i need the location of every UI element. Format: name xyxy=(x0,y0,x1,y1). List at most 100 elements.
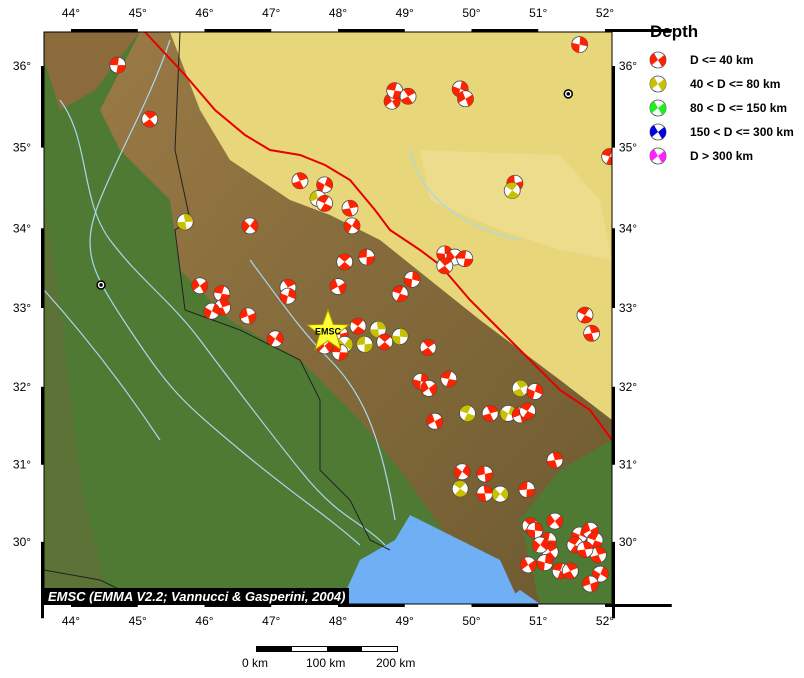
compression-quadrant xyxy=(241,219,258,233)
frame-ticks xyxy=(41,29,672,619)
lat-label-right: 32° xyxy=(619,380,637,394)
focal-mechanism xyxy=(456,250,474,268)
epicenter-label: EMSC xyxy=(315,327,342,337)
compression-quadrant xyxy=(590,546,607,563)
station-dot xyxy=(566,92,571,96)
persian-gulf xyxy=(340,515,520,604)
focal-mechanism xyxy=(518,481,536,498)
focal-mechanism xyxy=(399,87,417,105)
lon-label-bottom: 47° xyxy=(262,614,280,628)
focal-mechanism xyxy=(526,521,544,539)
lon-label-top: 51° xyxy=(529,6,547,20)
focal-mechanism xyxy=(591,565,609,583)
compression-quadrant xyxy=(592,566,609,582)
compression-quadrant xyxy=(420,381,437,396)
lat-label-right: 36° xyxy=(619,59,637,73)
focal-mechanism xyxy=(581,575,599,593)
frame-tick xyxy=(338,29,405,32)
compression-quadrant xyxy=(452,81,469,97)
legend-beachball xyxy=(649,147,667,165)
river-west xyxy=(44,289,161,441)
compression-quadrant xyxy=(203,303,220,319)
focal-mechanism xyxy=(459,404,476,422)
compression-quadrant xyxy=(412,373,429,390)
focal-mechanism xyxy=(203,302,221,320)
compression-quadrant xyxy=(520,403,535,420)
focal-mechanism xyxy=(451,480,469,498)
frame-tick xyxy=(605,29,672,32)
lat-label-left: 34° xyxy=(13,221,31,235)
lat-label-left: 33° xyxy=(13,301,31,315)
focal-mechanism xyxy=(349,317,367,335)
focal-mechanism xyxy=(316,176,334,194)
frame-tick xyxy=(71,604,138,607)
compression-quadrant xyxy=(453,480,467,497)
lon-label-top: 46° xyxy=(195,6,213,20)
focal-mechanism xyxy=(336,253,354,271)
legend-beachball-icon xyxy=(649,147,667,165)
lon-label-top: 49° xyxy=(396,6,414,20)
compression-quadrant xyxy=(392,328,409,345)
frame-tick xyxy=(41,386,44,465)
focal-mechanism xyxy=(519,402,536,420)
lon-label-top: 48° xyxy=(329,6,347,20)
compression-quadrant xyxy=(650,125,666,139)
focal-mechanism xyxy=(476,465,494,483)
compression-quadrant xyxy=(536,554,553,571)
lon-label-top: 50° xyxy=(462,6,480,20)
scale-bar xyxy=(256,646,398,652)
frame-tick xyxy=(612,386,615,465)
compression-quadrant xyxy=(650,53,666,67)
compression-quadrant xyxy=(571,36,588,53)
compression-quadrant xyxy=(518,481,535,498)
lon-label-top: 52° xyxy=(596,6,614,20)
lon-label-top: 47° xyxy=(262,6,280,20)
compression-quadrant xyxy=(239,308,256,324)
lat-label-right: 33° xyxy=(619,301,637,315)
focal-mechanism xyxy=(356,335,374,353)
frame-tick xyxy=(605,604,672,607)
compression-quadrant xyxy=(601,148,612,165)
credit-label: EMSC (EMMA V2.2; Vannucci & Gasperini, 2… xyxy=(44,588,350,605)
mountain-nw xyxy=(44,32,140,110)
lon-label-top: 45° xyxy=(129,6,147,20)
focal-mechanism xyxy=(291,172,309,190)
focal-mechanism xyxy=(546,451,564,469)
compression-quadrant xyxy=(650,101,666,115)
compression-quadrant xyxy=(370,321,387,338)
river-plateau xyxy=(409,149,521,241)
focal-mechanism xyxy=(531,536,549,554)
focal-mechanism xyxy=(571,36,589,54)
legend-title: Depth xyxy=(650,22,699,41)
focal-mechanism xyxy=(391,285,409,303)
main-fault-line xyxy=(144,32,612,441)
focal-mechanism xyxy=(583,324,601,342)
lon-label-bottom: 50° xyxy=(462,614,480,628)
compression-quadrant xyxy=(457,91,474,107)
frame-tick xyxy=(612,228,615,308)
compression-quadrant xyxy=(476,466,493,483)
compression-quadrant xyxy=(456,250,473,267)
lat-label-right: 35° xyxy=(619,141,637,155)
focal-mechanism xyxy=(331,343,349,361)
legend-beachball-icon xyxy=(649,123,667,141)
lat-label-right: 34° xyxy=(619,221,637,235)
focal-mechanism xyxy=(476,484,494,502)
lon-label-bottom: 48° xyxy=(329,614,347,628)
scale-label-200: 200 km xyxy=(376,656,416,670)
compression-quadrant xyxy=(532,538,549,552)
compression-quadrant xyxy=(421,339,435,356)
focal-mechanism xyxy=(403,271,421,288)
frame-tick xyxy=(41,228,44,308)
focal-mechanism xyxy=(343,217,361,235)
focal-mechanism xyxy=(279,287,297,305)
focal-mechanism xyxy=(419,339,437,356)
compression-quadrant xyxy=(317,195,332,212)
focal-mechanism xyxy=(436,257,454,275)
compression-quadrant xyxy=(459,405,476,422)
frame-tick xyxy=(471,29,539,32)
frame-tick xyxy=(204,604,272,607)
compression-quadrant xyxy=(191,278,208,293)
frame-tick xyxy=(204,29,272,32)
